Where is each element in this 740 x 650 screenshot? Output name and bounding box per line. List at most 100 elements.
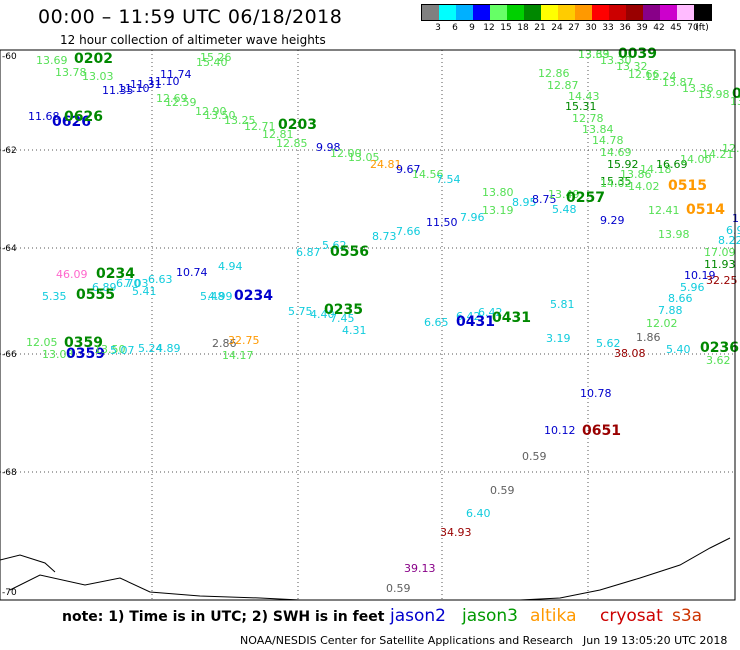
wave-height-label: 12.78 [572, 112, 604, 125]
wave-height-label: 11.10 [148, 75, 180, 88]
colorbar-label: 3 [435, 23, 441, 33]
y-tick-label: -60 [2, 52, 17, 62]
colorbar-legend: 3 6 9 12 15 18 21 24 27 30 33 36 39 42 45 70 (ft) [421, 4, 712, 33]
pass-time-label: 0555 [76, 287, 115, 303]
wave-height-label: 11.35 [102, 84, 134, 97]
wave-height-label: 6.63 [148, 273, 173, 286]
wave-height-label: 0.59 [490, 484, 515, 497]
colorbar-swatch [541, 5, 558, 20]
pass-time-label: 0236 [700, 340, 739, 356]
wave-height-label: 5.35 [42, 290, 67, 303]
wave-height-label: 8.66 [668, 292, 693, 305]
colorbar-swatch [473, 5, 490, 20]
wave-height-label: 6.89 [92, 281, 117, 294]
wave-height-label: 13.25 [224, 114, 256, 127]
colorbar-label: 30 [585, 23, 597, 33]
wave-height-label: 11.68 [28, 110, 60, 123]
pass-time-label: 0257 [566, 190, 605, 206]
colorbar-label: 33 [602, 23, 614, 33]
wave-height-label: 10.78 [580, 387, 612, 400]
colorbar-label: 27 [568, 23, 580, 33]
wave-height-label: 0.59 [522, 450, 547, 463]
wave-height-label: 39.13 [404, 562, 436, 575]
wave-height-label: 3.62 [706, 354, 731, 367]
wave-height-label: 4.40 [310, 308, 335, 321]
wave-height-label: 14.00 [680, 153, 712, 166]
wave-height-label: 34.93 [440, 526, 472, 539]
wave-height-label: 12.81 [262, 128, 294, 141]
wave-height-label: 13.50 [94, 343, 126, 356]
wave-height-label: 5.40 [666, 343, 691, 356]
wave-height-label: 32.25 [706, 274, 738, 287]
colorbar-swatch [490, 5, 507, 20]
y-tick-label: -64 [2, 244, 17, 254]
map-frame [0, 49, 736, 601]
colorbar-swatch [575, 5, 592, 20]
pass-time-label: 0359 [64, 335, 103, 351]
wave-height-label: 12.85 [276, 137, 308, 150]
colorbar-label: 36 [619, 23, 631, 33]
pass-time-label: 0626 [52, 114, 91, 130]
wave-height-label: 10.12 [544, 424, 576, 437]
y-tick-label: -62 [2, 146, 17, 156]
pass-time-label: 0039 [618, 46, 657, 62]
colorbar-label: 9 [469, 23, 475, 33]
wave-height-label: 3.19 [546, 332, 571, 345]
wave-height-label: 12.59 [165, 96, 197, 109]
wave-height-label: 13.05 [348, 151, 380, 164]
wave-height-label: 5.48 [552, 203, 577, 216]
wave-height-label: 7.96 [460, 211, 485, 224]
wave-height-label: 6.42 [478, 306, 503, 319]
colorbar-swatch [558, 5, 575, 20]
wave-height-label: 7.45 [330, 312, 355, 325]
wave-height-label: 15.40 [196, 56, 228, 69]
grid-lines [0, 50, 735, 600]
legend-altika: altika [530, 606, 577, 626]
wave-height-label: 14.02 [600, 177, 632, 190]
y-tick-label: -68 [2, 468, 17, 478]
wave-height-label: 13.30 [600, 54, 632, 67]
wave-height-label: 14.69 [600, 146, 632, 159]
wave-height-label: 13.50 [204, 109, 236, 122]
coastline [0, 537, 731, 601]
generated-timestamp: Jun 19 13:05:20 UTC 2018 [583, 634, 728, 647]
colorbar-swatch [524, 5, 541, 20]
colorbar-label: 15 [500, 23, 512, 33]
wave-height-label: 13.98 [698, 88, 730, 101]
wave-height-label: 32.75 [228, 334, 260, 347]
pass-time-label: 0556 [330, 244, 369, 260]
wave-height-label: 15.92 [607, 158, 639, 171]
pass-time-label: 0431 [456, 314, 495, 330]
wave-height-label: 5.62 [596, 337, 621, 350]
wave-height-label: 5.41 [132, 285, 157, 298]
y-tick-label: -70 [2, 588, 17, 598]
pass-time-label: 0 [732, 86, 740, 102]
wave-height-label: 9.98 [316, 141, 341, 154]
wave-height-label: 7.88 [658, 304, 683, 317]
wave-height-label: 15.31 [565, 100, 597, 113]
wave-height-label: 13.49 [548, 188, 580, 201]
wave-height-label: 13.19 [482, 204, 514, 217]
wave-height-label: 8.73 [372, 230, 397, 243]
wave-height-label: 5.81 [550, 298, 575, 311]
footer-note: note: 1) Time is in UTC; 2) SWH is in fe… [62, 609, 385, 625]
colorbar-swatch [507, 5, 524, 20]
colorbar-swatch [439, 5, 456, 20]
colorbar-label: 12 [483, 23, 495, 33]
wave-height-label: 9.29 [600, 214, 625, 227]
colorbar-label: 21 [534, 23, 546, 33]
colorbar-swatch [694, 5, 711, 20]
wave-height-label: 8.75 [532, 193, 557, 206]
wave-height-label: 13.36 [682, 82, 714, 95]
wave-height-label: 12.05 [26, 336, 58, 349]
colorbar-label: 39 [636, 23, 648, 33]
wave-height-label: 13.80 [482, 186, 514, 199]
wave-height-label: 11.50 [426, 216, 458, 229]
wave-height-label: 5.96 [680, 281, 705, 294]
wave-height-label: 14.02 [628, 180, 660, 193]
pass-time-label: 0431 [492, 310, 531, 326]
wave-height-label: 13.98 [658, 228, 690, 241]
wave-height-label: 12.00 [330, 147, 362, 160]
colorbar-swatch [677, 5, 694, 20]
